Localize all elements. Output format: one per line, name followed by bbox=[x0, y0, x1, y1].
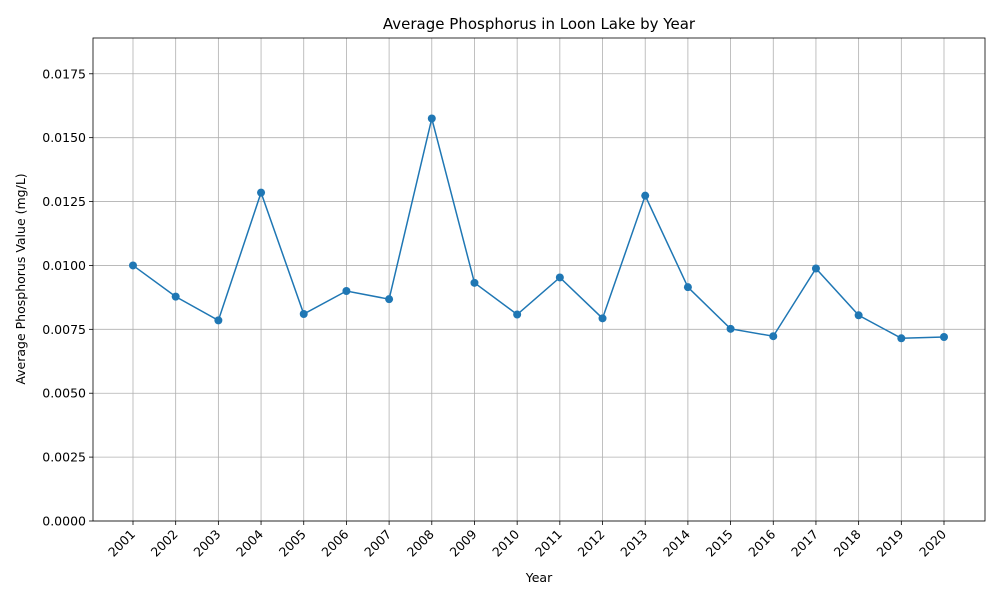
y-tick-label: 0.0100 bbox=[42, 258, 86, 273]
series bbox=[129, 114, 948, 343]
data-point bbox=[129, 261, 137, 270]
data-point bbox=[641, 191, 650, 200]
x-tick-label: 2003 bbox=[190, 527, 223, 560]
x-tick-label: 2018 bbox=[831, 526, 864, 559]
data-point bbox=[598, 314, 607, 323]
data-point bbox=[513, 310, 522, 319]
x-tick-label: 2017 bbox=[788, 527, 821, 560]
chart-title: Average Phosphorus in Loon Lake by Year bbox=[383, 15, 696, 33]
tick-labels: 2001 2002 2003 2004 2005 2006 2007 2008 2009 2010… bbox=[42, 66, 949, 559]
x-tick-label: 2012 bbox=[575, 527, 608, 560]
x-tick-label: 2005 bbox=[276, 527, 309, 560]
y-tick-label: 0.0125 bbox=[42, 194, 86, 209]
data-point bbox=[683, 283, 692, 292]
x-tick-label: 2007 bbox=[361, 527, 394, 560]
data-point bbox=[854, 311, 863, 320]
x-tick-label: 2016 bbox=[745, 526, 778, 559]
y-tick-label: 0.0075 bbox=[42, 322, 86, 337]
x-tick-label: 2006 bbox=[318, 526, 351, 559]
x-tick-label: 2011 bbox=[532, 527, 565, 560]
data-point bbox=[726, 324, 735, 333]
data-point bbox=[299, 310, 308, 318]
data-point bbox=[427, 114, 436, 123]
y-tick-label: 0.0150 bbox=[42, 130, 86, 145]
x-tick-label: 2010 bbox=[489, 526, 522, 559]
axes bbox=[89, 37, 986, 525]
data-point bbox=[470, 278, 479, 287]
data-point bbox=[940, 333, 948, 341]
plot-frame bbox=[92, 37, 986, 522]
y-tick-label: 0.0050 bbox=[42, 386, 86, 401]
y-tick-label: 0.0000 bbox=[42, 514, 86, 529]
data-point bbox=[897, 334, 906, 343]
x-tick-label: 2019 bbox=[873, 526, 906, 559]
x-tick-label: 2015 bbox=[703, 527, 736, 560]
x-tick-label: 2008 bbox=[404, 526, 437, 559]
data-point bbox=[385, 295, 394, 304]
series-line bbox=[132, 118, 945, 340]
data-point bbox=[171, 292, 180, 301]
data-point bbox=[342, 287, 351, 295]
data-point bbox=[811, 264, 820, 273]
x-tick-label: 2004 bbox=[233, 526, 266, 559]
y-tick-label: 0.0025 bbox=[42, 450, 86, 465]
x-axis-title: Year bbox=[525, 570, 553, 585]
x-tick-label: 2014 bbox=[660, 526, 693, 559]
data-point bbox=[214, 316, 223, 325]
x-tick-label: 2002 bbox=[148, 527, 181, 560]
y-axis-title: Average Phosphorus Value (mg/L) bbox=[13, 173, 28, 384]
y-tick-label: 0.0175 bbox=[42, 66, 86, 81]
data-point bbox=[257, 188, 266, 197]
data-point bbox=[555, 273, 564, 282]
x-tick-label: 2001 bbox=[105, 527, 138, 560]
grid-lines bbox=[93, 38, 985, 522]
x-tick-label: 2020 bbox=[916, 526, 949, 559]
x-tick-label: 2009 bbox=[446, 526, 479, 559]
x-tick-label: 2013 bbox=[617, 527, 650, 560]
data-point bbox=[769, 332, 778, 341]
